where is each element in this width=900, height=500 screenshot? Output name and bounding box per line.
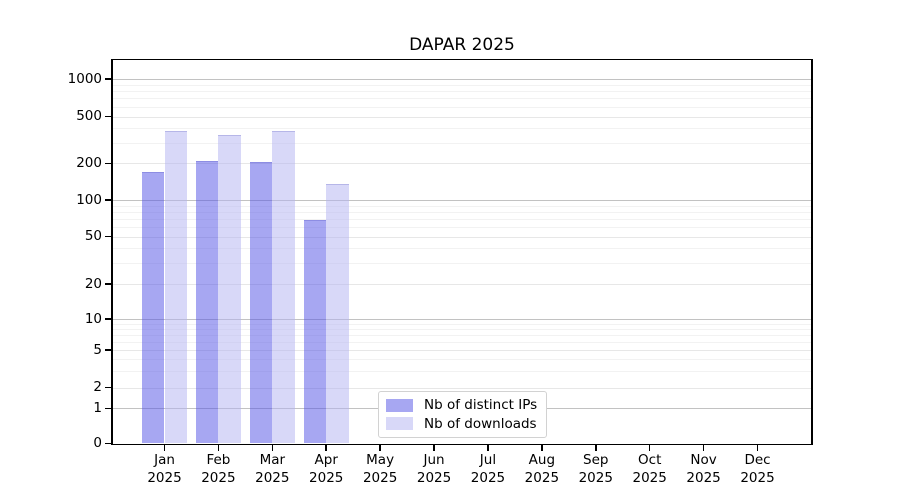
y-tick-mark-20 xyxy=(105,283,112,285)
gridline-50 xyxy=(113,236,811,238)
gridline-minor xyxy=(113,218,811,220)
plot-area xyxy=(113,60,811,444)
legend: Nb of distinct IPs Nb of downloads xyxy=(378,391,547,438)
gridline-minor xyxy=(113,205,811,207)
gridline-minor xyxy=(113,359,811,361)
gridline-minor xyxy=(113,328,811,330)
x-axis-tick-label: Nov 2025 xyxy=(686,452,721,486)
x-axis-tick-label: Jul 2025 xyxy=(470,452,506,486)
x-axis-tick-label: Sep 2025 xyxy=(578,452,613,486)
x-axis-tick-label: Oct 2025 xyxy=(632,452,667,486)
gridline-minor xyxy=(113,323,811,325)
bar-nb-of-downloads-jan xyxy=(164,130,187,444)
x-axis-tick-label: Mar 2025 xyxy=(255,452,290,486)
x-axis-tick-label: Aug 2025 xyxy=(524,452,560,486)
gridline-20 xyxy=(113,284,811,285)
x-tick-mark-may xyxy=(379,445,381,451)
gridline-minor xyxy=(113,334,811,336)
y-tick-mark-5 xyxy=(105,349,112,351)
x-axis-tick-label: Feb 2025 xyxy=(201,452,236,486)
bar-nb-of-distinct-ips-mar xyxy=(249,162,273,444)
legend-item: Nb of downloads xyxy=(386,416,539,432)
y-tick-mark-1000 xyxy=(105,78,112,80)
plot-spine-bottom xyxy=(111,443,813,446)
gridline-minor xyxy=(113,84,811,86)
legend-label: Nb of downloads xyxy=(424,415,537,432)
gridline-1000 xyxy=(113,79,811,80)
bar-nb-of-downloads-feb xyxy=(218,134,241,444)
gridline-5 xyxy=(113,350,811,351)
x-axis-tick-label: Jun 2025 xyxy=(416,452,452,486)
y-tick-mark-50 xyxy=(105,235,112,238)
plot-spine-left xyxy=(111,58,113,446)
plot-spine-right xyxy=(811,58,813,446)
y-axis-tick-label: 100 xyxy=(76,191,102,208)
y-axis-tick-label: 50 xyxy=(84,228,102,244)
gridline-minor xyxy=(113,106,811,108)
gridline-minor xyxy=(113,262,811,264)
gridline-minor xyxy=(113,371,811,373)
y-axis-tick-label: 5 xyxy=(93,341,102,358)
legend-label: Nb of distinct IPs xyxy=(424,397,538,414)
chart-title: DAPAR 2025 xyxy=(409,35,515,55)
y-axis-tick-label: 200 xyxy=(76,154,102,171)
gridline-minor xyxy=(113,341,811,343)
x-tick-mark-jul xyxy=(487,445,489,451)
x-tick-mark-aug xyxy=(541,445,543,451)
y-tick-mark-500 xyxy=(105,115,112,118)
gridline-minor xyxy=(113,127,811,129)
gridline-200 xyxy=(113,163,811,165)
x-tick-mark-mar xyxy=(271,445,274,451)
gridline-2 xyxy=(113,387,811,389)
x-tick-mark-oct xyxy=(648,445,651,451)
bar-nb-of-distinct-ips-jan xyxy=(142,171,165,444)
gridline-minor xyxy=(113,248,811,250)
x-tick-mark-nov xyxy=(702,445,705,451)
y-tick-mark-0 xyxy=(105,442,112,445)
gridline-minor xyxy=(113,91,811,93)
y-axis-tick-label: 2 xyxy=(93,379,102,396)
bar-nb-of-downloads-mar xyxy=(272,130,295,444)
y-tick-mark-1 xyxy=(105,407,112,410)
legend-swatch xyxy=(386,399,413,412)
x-tick-mark-jan xyxy=(163,445,166,451)
y-axis-tick-label: 1 xyxy=(93,399,102,416)
gridline-minor xyxy=(113,211,811,213)
x-axis-tick-label: May 2025 xyxy=(362,452,398,486)
y-tick-mark-100 xyxy=(105,199,112,201)
gridline-100 xyxy=(113,200,811,201)
y-tick-mark-200 xyxy=(105,162,112,165)
gridline-minor xyxy=(113,98,811,100)
x-tick-mark-dec xyxy=(756,445,759,451)
y-axis-tick-label: 20 xyxy=(84,275,102,292)
x-axis-tick-label: Apr 2025 xyxy=(309,452,344,486)
bar-nb-of-distinct-ips-apr xyxy=(303,220,327,444)
gridline-500 xyxy=(113,116,811,118)
x-tick-mark-sep xyxy=(595,445,597,451)
bar-nb-of-distinct-ips-feb xyxy=(196,160,219,444)
y-axis-tick-label: 10 xyxy=(84,310,102,327)
legend-item: Nb of distinct IPs xyxy=(386,397,539,413)
bar-nb-of-downloads-apr xyxy=(326,184,349,444)
x-axis-tick-label: Jan 2025 xyxy=(147,452,182,486)
gridline-minor xyxy=(113,142,811,144)
gridline-10 xyxy=(113,319,811,320)
legend-swatch xyxy=(386,417,413,430)
x-tick-mark-feb xyxy=(217,445,220,451)
x-tick-mark-jun xyxy=(433,445,435,451)
plot-spine-top xyxy=(111,58,813,61)
y-axis-tick-label: 1000 xyxy=(67,70,102,87)
x-axis-tick-label: Dec 2025 xyxy=(740,452,775,486)
gridline-minor xyxy=(113,226,811,228)
y-tick-mark-10 xyxy=(105,318,112,320)
y-axis-tick-label: 0 xyxy=(93,435,102,451)
y-axis-tick-label: 500 xyxy=(76,108,102,124)
y-tick-mark-2 xyxy=(105,386,112,389)
x-tick-mark-apr xyxy=(325,445,327,451)
